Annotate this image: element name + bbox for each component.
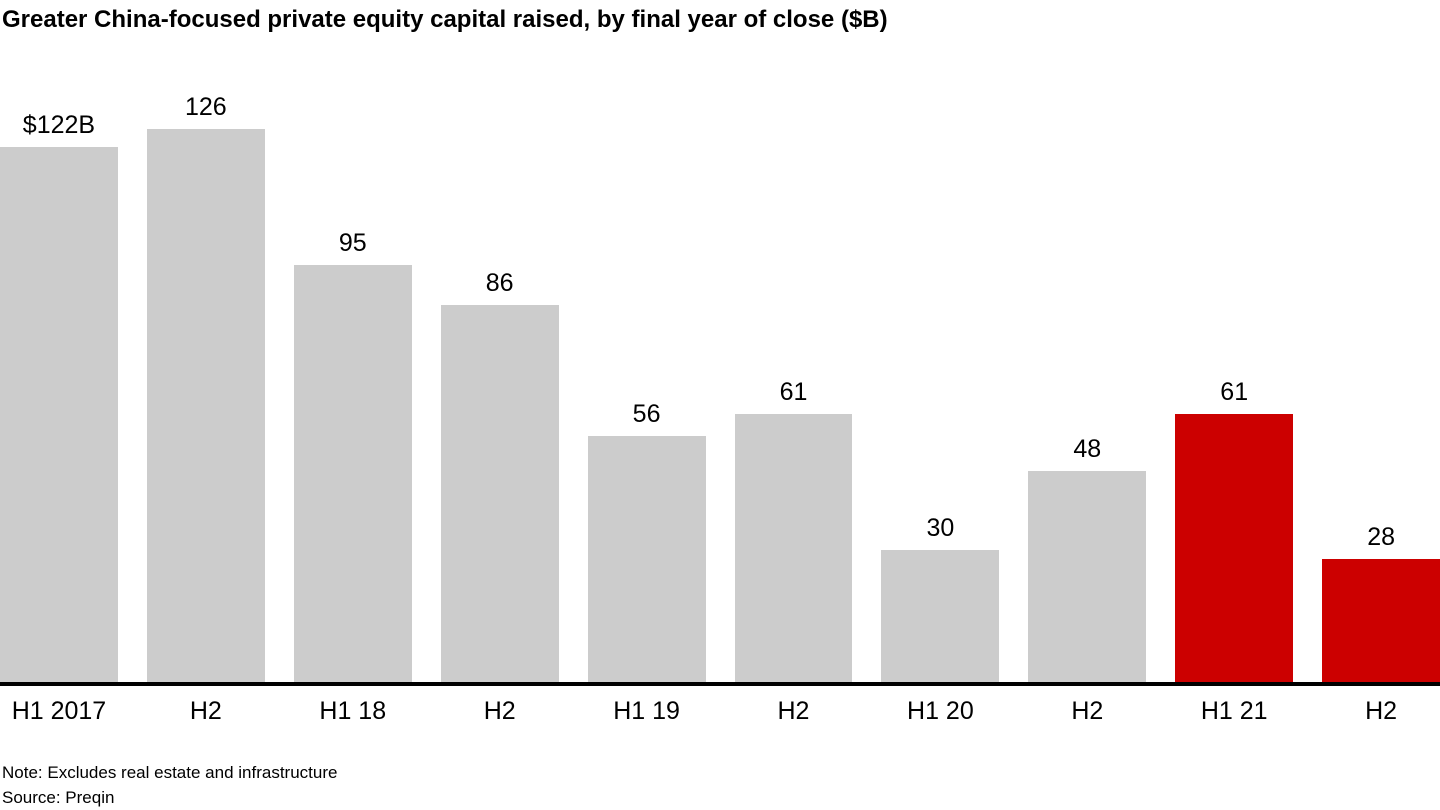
bar-value-label: 61: [1220, 378, 1249, 406]
bar-value-label: 61: [779, 378, 808, 406]
x-tick-label: H2: [777, 697, 810, 725]
bar-column: 28: [1322, 525, 1440, 682]
bar-value-label: 86: [485, 269, 514, 297]
x-tick-label: H2: [1071, 697, 1104, 725]
bar-value-label: 48: [1073, 435, 1102, 463]
bar-column: $122B: [0, 113, 118, 682]
bar: [881, 550, 1000, 682]
chart-note: Note: Excludes real estate and infrastru…: [2, 763, 338, 782]
bar-value-label: $122B: [22, 111, 96, 139]
x-tick-label: H1 21: [1200, 697, 1268, 725]
bar: [734, 414, 853, 682]
plot-area: $122B 126 95 86 56 61 30 48 61 28: [0, 93, 1440, 682]
bar-value-label: 56: [632, 400, 661, 428]
x-axis-line: [0, 682, 1440, 686]
bar-column: 61: [734, 378, 853, 682]
chart-source: Source: Preqin: [2, 788, 115, 807]
bar: [146, 129, 265, 682]
x-tick-label: H2: [1365, 697, 1398, 725]
bar-value-label: 30: [926, 514, 955, 542]
x-tick-label: H1 19: [613, 697, 680, 725]
bar: [1028, 471, 1147, 682]
bar: [1322, 559, 1440, 682]
bar-value-label: 95: [338, 229, 367, 257]
bar-column: 61: [1175, 378, 1294, 682]
bar-value-label: 126: [185, 93, 227, 121]
bar: [0, 147, 118, 682]
chart-footnote: Note: Excludes real estate and infrastru…: [2, 760, 337, 810]
x-tick-label: H2: [483, 697, 516, 725]
chart-title: Greater China-focused private equity cap…: [2, 6, 888, 33]
x-tick-label: H1 2017: [11, 697, 107, 725]
x-tick-label: H1 20: [907, 697, 974, 725]
x-tick-label: H2: [189, 697, 222, 725]
bar: [587, 436, 706, 682]
x-axis-labels: H1 2017 H2 H1 18 H2 H1 19 H2 H1 20 H2 H1 21 H2: [0, 697, 1440, 726]
bar: [440, 305, 559, 682]
x-tick-label: H1 18: [319, 697, 387, 725]
bar-value-label: 28: [1367, 523, 1396, 551]
bar-column: 48: [1028, 435, 1147, 682]
bar-column: 86: [440, 269, 559, 682]
bar: [1175, 414, 1294, 682]
bar-column: 56: [587, 400, 706, 682]
bar-column: 30: [881, 514, 1000, 682]
bar-column: 126: [146, 93, 265, 682]
bar-column: 95: [293, 229, 412, 682]
bar: [293, 265, 412, 682]
